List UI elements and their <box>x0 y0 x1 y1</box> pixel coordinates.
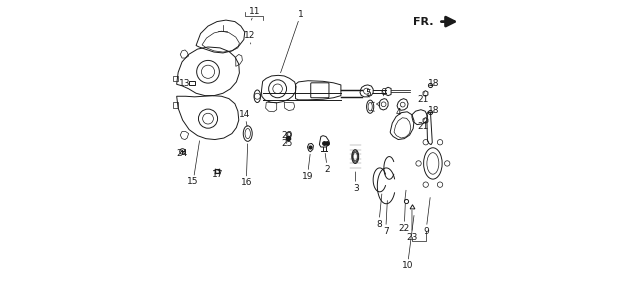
Text: 7: 7 <box>383 227 388 236</box>
Text: 11: 11 <box>249 7 260 16</box>
Text: 9: 9 <box>423 227 429 236</box>
Text: 18: 18 <box>428 106 440 115</box>
Text: 16: 16 <box>241 178 252 187</box>
Text: FR.: FR. <box>413 16 433 27</box>
Text: 2: 2 <box>324 165 330 174</box>
Text: 21: 21 <box>417 95 429 104</box>
Text: 10: 10 <box>402 261 413 270</box>
Text: 4: 4 <box>396 108 401 117</box>
Text: 19: 19 <box>301 172 313 181</box>
Text: 1: 1 <box>298 10 303 19</box>
Text: 17: 17 <box>212 170 223 179</box>
Text: 14: 14 <box>239 110 250 119</box>
Text: 12: 12 <box>244 32 255 40</box>
Text: 20: 20 <box>281 131 292 140</box>
Text: 8: 8 <box>376 220 381 229</box>
Text: 25: 25 <box>281 139 292 148</box>
Text: 18: 18 <box>428 79 440 88</box>
Text: 15: 15 <box>188 178 199 187</box>
Text: 3: 3 <box>353 184 358 193</box>
Text: 5: 5 <box>365 89 371 98</box>
Text: 24: 24 <box>177 149 188 158</box>
Text: 23: 23 <box>406 233 418 242</box>
Text: 21: 21 <box>417 122 429 131</box>
Text: 13: 13 <box>179 79 191 88</box>
Bar <box>189 81 195 85</box>
Text: 22: 22 <box>399 224 410 233</box>
Text: 6: 6 <box>381 88 387 97</box>
